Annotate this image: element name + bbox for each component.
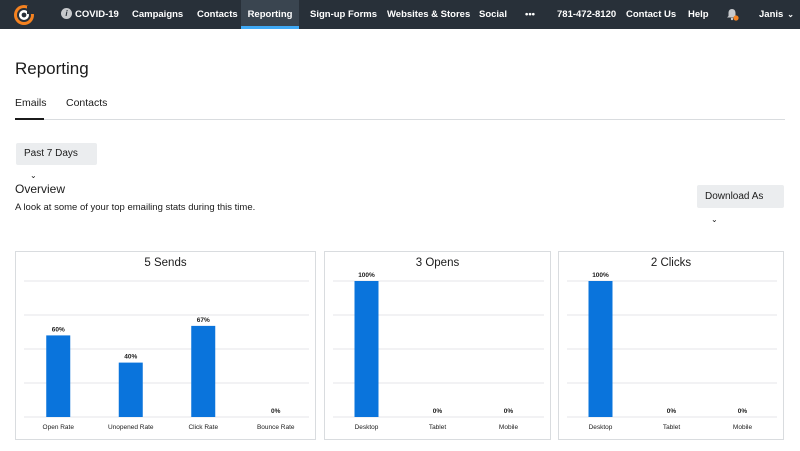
data-label: 40%	[124, 354, 137, 361]
chevron-down-icon: ⌄	[711, 215, 718, 224]
category-label: Unopened Rate	[108, 424, 154, 431]
sends-chart: 60% Open Rate 40% Unopened Rate 67% Click Rat…	[24, 280, 309, 431]
nav-contact-us-label: Contact Us	[626, 9, 677, 20]
nav-social-label: Social	[479, 9, 507, 20]
sends-chart-card: 5 Sends 60% Open Rate 40% Unopened Rate 67% C…	[15, 251, 316, 440]
nav-social[interactable]: Social	[479, 0, 507, 29]
bar	[354, 281, 379, 417]
nav-websites-stores[interactable]: Websites & Stores	[387, 0, 470, 29]
report-tabs: Emails Contacts	[15, 96, 785, 120]
notification-bell-icon[interactable]	[726, 8, 739, 21]
nav-signup-forms[interactable]: Sign-up Forms	[310, 0, 377, 29]
clicks-chart: 100% Desktop 0% Tablet 0% Mobile	[567, 272, 777, 431]
category-label: Desktop	[589, 424, 613, 431]
constant-contact-logo-icon[interactable]	[13, 4, 35, 26]
nav-phone-label: 781-472-8120	[557, 9, 617, 20]
chart-title: 2 Clicks	[650, 257, 692, 269]
data-label: 0%	[433, 408, 443, 415]
data-label: 100%	[592, 272, 609, 279]
nav-help[interactable]: Help	[688, 0, 709, 29]
category-label: Bounce Rate	[257, 424, 295, 431]
nav-more[interactable]: •••	[525, 0, 535, 29]
user-menu[interactable]: Janis ⌄	[759, 0, 794, 29]
user-name: Janis	[759, 9, 784, 20]
nav-help-label: Help	[688, 9, 709, 20]
nav-websites-stores-label: Websites & Stores	[387, 9, 471, 20]
category-label: Mobile	[499, 424, 519, 431]
data-label: 67%	[197, 317, 210, 324]
data-label: 60%	[52, 326, 65, 333]
nav-covid[interactable]: i COVID-19	[61, 0, 119, 29]
nav-covid-label: COVID-19	[75, 9, 119, 20]
data-label: 0%	[667, 408, 677, 415]
category-label: Desktop	[355, 424, 379, 431]
nav-contact-us[interactable]: Contact Us	[626, 0, 676, 29]
overview-subtitle: A look at some of your top emailing stat…	[15, 202, 256, 213]
nav-campaigns-label: Campaigns	[132, 9, 184, 20]
more-icon: •••	[525, 9, 535, 20]
nav-reporting-label: Reporting	[247, 9, 293, 20]
opens-chart-card: 3 Opens 100% Desktop 0% Tablet 0% Mobile	[324, 251, 551, 440]
data-label: 0%	[271, 408, 281, 415]
chart-title: 5 Sends	[144, 257, 187, 269]
date-range-dropdown[interactable]: Past 7 Days ⌄	[16, 143, 97, 180]
nav-campaigns[interactable]: Campaigns	[132, 0, 183, 29]
overview-title: Overview	[15, 182, 66, 196]
nav-phone[interactable]: 781-472-8120	[557, 0, 616, 29]
tab-contacts-label: Contacts	[66, 97, 108, 109]
chevron-down-icon: ⌄	[30, 171, 37, 180]
nav-signup-forms-label: Sign-up Forms	[310, 9, 378, 20]
tab-contacts[interactable]: Contacts	[66, 96, 107, 120]
bar	[191, 325, 216, 417]
data-label: 0%	[504, 408, 514, 415]
nav-contacts[interactable]: Contacts	[197, 0, 238, 29]
tab-emails-label: Emails	[15, 97, 47, 109]
bar	[46, 335, 71, 417]
data-label: 100%	[358, 272, 375, 279]
category-label: Tablet	[429, 424, 447, 431]
download-as-button[interactable]: Download As ⌄	[697, 185, 784, 224]
bar	[588, 281, 613, 417]
data-label: 0%	[738, 408, 748, 415]
category-label: Click Rate	[188, 424, 218, 431]
date-range-value: Past 7 Days	[24, 148, 78, 159]
chart-title: 3 Opens	[415, 257, 460, 269]
info-icon: i	[61, 7, 72, 19]
nav-reporting[interactable]: Reporting	[241, 0, 299, 29]
clicks-chart-card: 2 Clicks 100% Desktop 0% Tablet 0% Mobile	[558, 251, 784, 440]
opens-chart: 100% Desktop 0% Tablet 0% Mobile	[333, 272, 544, 431]
top-nav: i COVID-19 Campaigns Contacts Reporting S…	[0, 0, 800, 29]
category-label: Tablet	[663, 424, 681, 431]
page-title: Reporting	[15, 59, 89, 78]
category-label: Mobile	[733, 424, 753, 431]
chevron-down-icon: ⌄	[787, 10, 794, 19]
category-label: Open Rate	[43, 424, 75, 431]
bar	[118, 362, 143, 417]
tab-emails[interactable]: Emails	[15, 96, 47, 120]
nav-contacts-label: Contacts	[197, 9, 238, 20]
download-as-label: Download As	[705, 191, 764, 202]
